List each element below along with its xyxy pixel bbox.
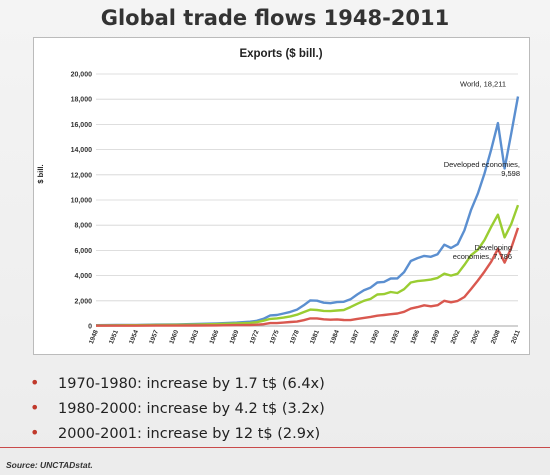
finding-item: • 1970-1980: increase by 1.7 t$ (6.4x) <box>30 370 325 395</box>
y-tick-label: 6,000 <box>74 248 92 255</box>
bullet-icon: • <box>30 423 40 442</box>
x-tick-label: 1987 <box>349 329 361 345</box>
series-annotation: Developed economies, 9,598 <box>444 160 520 178</box>
x-tick-label: 1966 <box>209 329 221 345</box>
page-title: Global trade flows 1948-2011 <box>100 6 450 30</box>
x-tick-label: 1963 <box>188 329 200 345</box>
x-tick-label: 1957 <box>148 329 160 345</box>
series-line-developing-economies <box>96 227 520 327</box>
y-tick-label: 12,000 <box>71 172 93 179</box>
series-line-developed-economies <box>95 204 520 327</box>
x-tick-label: 1978 <box>289 329 301 345</box>
x-tick-label: 1990 <box>369 329 381 345</box>
finding-item: • 1980-2000: increase by 4.2 t$ (3.2x) <box>30 395 325 420</box>
annotation-line: Developed economies, <box>444 160 520 169</box>
x-tick-label: 2011 <box>510 329 522 345</box>
x-tick-label: 1996 <box>409 329 421 345</box>
x-tick-label: 1948 <box>88 329 100 345</box>
grid-lines <box>96 73 518 302</box>
x-tick-label: 1984 <box>329 329 341 345</box>
series-lines <box>95 96 520 327</box>
y-tick-label: 18,000 <box>71 97 93 104</box>
bullet-icon: • <box>30 398 40 417</box>
y-axis-label: $ bill. <box>36 164 45 183</box>
x-tick-label: 1960 <box>168 329 180 345</box>
y-tick-label: 14,000 <box>71 147 93 154</box>
x-tick-label: 1951 <box>108 329 120 345</box>
findings-list: • 1970-1980: increase by 1.7 t$ (6.4x) • 1… <box>30 370 325 445</box>
y-tick-label: 4,000 <box>74 273 92 280</box>
x-axis-ticks: 1948 1951 1954 1957 1960 1963 1966 1969 1972 1975… <box>88 329 522 345</box>
y-tick-label: 8,000 <box>74 223 92 230</box>
annotation-line: economies, 7,786 <box>453 252 512 261</box>
y-tick-label: 16,000 <box>71 122 93 129</box>
finding-item: • 2000-2001: increase by 12 t$ (2.9x) <box>30 420 325 445</box>
x-tick-label: 2002 <box>450 329 462 345</box>
x-tick-label: 2005 <box>470 329 482 345</box>
source-note: Source: UNCTADstat. <box>6 460 93 470</box>
x-tick-label: 1975 <box>269 329 281 345</box>
x-tick-label: 1981 <box>309 329 321 345</box>
chart-canvas: Exports ($ bill.) $ bill. 0 2,000 4,000 6,0… <box>36 48 522 345</box>
source-label: Source: <box>6 460 38 470</box>
line-chart: Exports ($ bill.) $ bill. 0 2,000 4,000 6,0… <box>33 37 530 355</box>
x-tick-label: 1969 <box>229 329 241 345</box>
bullet-icon: • <box>30 373 40 392</box>
chart-title: Exports ($ bill.) <box>239 48 322 60</box>
finding-text: 2000-2001: increase by 12 t$ (2.9x) <box>58 426 321 442</box>
divider <box>0 447 550 448</box>
y-tick-label: 0 <box>88 324 92 331</box>
finding-text: 1980-2000: increase by 4.2 t$ (3.2x) <box>58 401 325 417</box>
series-annotation: Developing economies, 7,786 <box>453 243 512 261</box>
annotation-line: Developing <box>474 243 512 252</box>
x-tick-label: 2008 <box>490 329 502 345</box>
series-line-world <box>95 96 520 327</box>
x-tick-label: 1954 <box>128 329 140 345</box>
y-axis-ticks: 0 2,000 4,000 6,000 8,000 10,000 12,000 14,000 1… <box>71 72 93 331</box>
source-value: UNCTADstat. <box>40 460 93 470</box>
x-tick-label: 1999 <box>430 329 442 345</box>
x-tick-label: 1993 <box>389 329 401 345</box>
x-tick-label: 1972 <box>249 329 261 345</box>
y-tick-label: 2,000 <box>74 298 92 305</box>
y-tick-label: 10,000 <box>71 198 93 205</box>
annotation-line: 9,598 <box>501 169 520 178</box>
series-annotation: World, 18,211 <box>460 80 506 89</box>
finding-text: 1970-1980: increase by 1.7 t$ (6.4x) <box>58 376 325 392</box>
y-tick-label: 20,000 <box>71 72 93 79</box>
annotation-line: World, 18,211 <box>460 80 506 89</box>
